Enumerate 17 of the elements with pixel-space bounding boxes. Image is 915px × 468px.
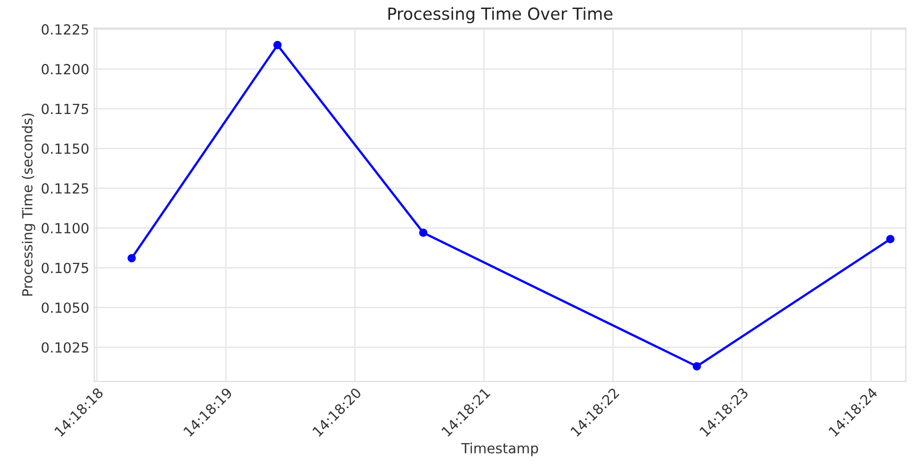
y-tick-label: 0.1025 — [42, 342, 88, 353]
y-tick-label: 0.1100 — [42, 222, 88, 234]
y-tick-label: 0.1175 — [42, 104, 88, 114]
point — [273, 40, 282, 50]
point — [886, 234, 895, 244]
y-tick-label: 0.1125 — [42, 183, 88, 194]
chart-title: Processing Time Over Time — [388, 7, 612, 24]
point — [128, 254, 136, 262]
y-tick-label: 0.1200 — [42, 64, 88, 74]
y-tick-label: 0.1225 — [42, 24, 88, 35]
y-axis-title: Processing Time (seconds) — [22, 114, 36, 296]
y-tick-label: 0.1150 — [42, 143, 88, 154]
point — [419, 228, 428, 237]
y-tick-label: 0.1075 — [42, 262, 88, 274]
point — [692, 362, 701, 370]
x-axis-title: Timestamp — [461, 442, 538, 456]
y-tick-label: 0.1050 — [42, 302, 88, 313]
